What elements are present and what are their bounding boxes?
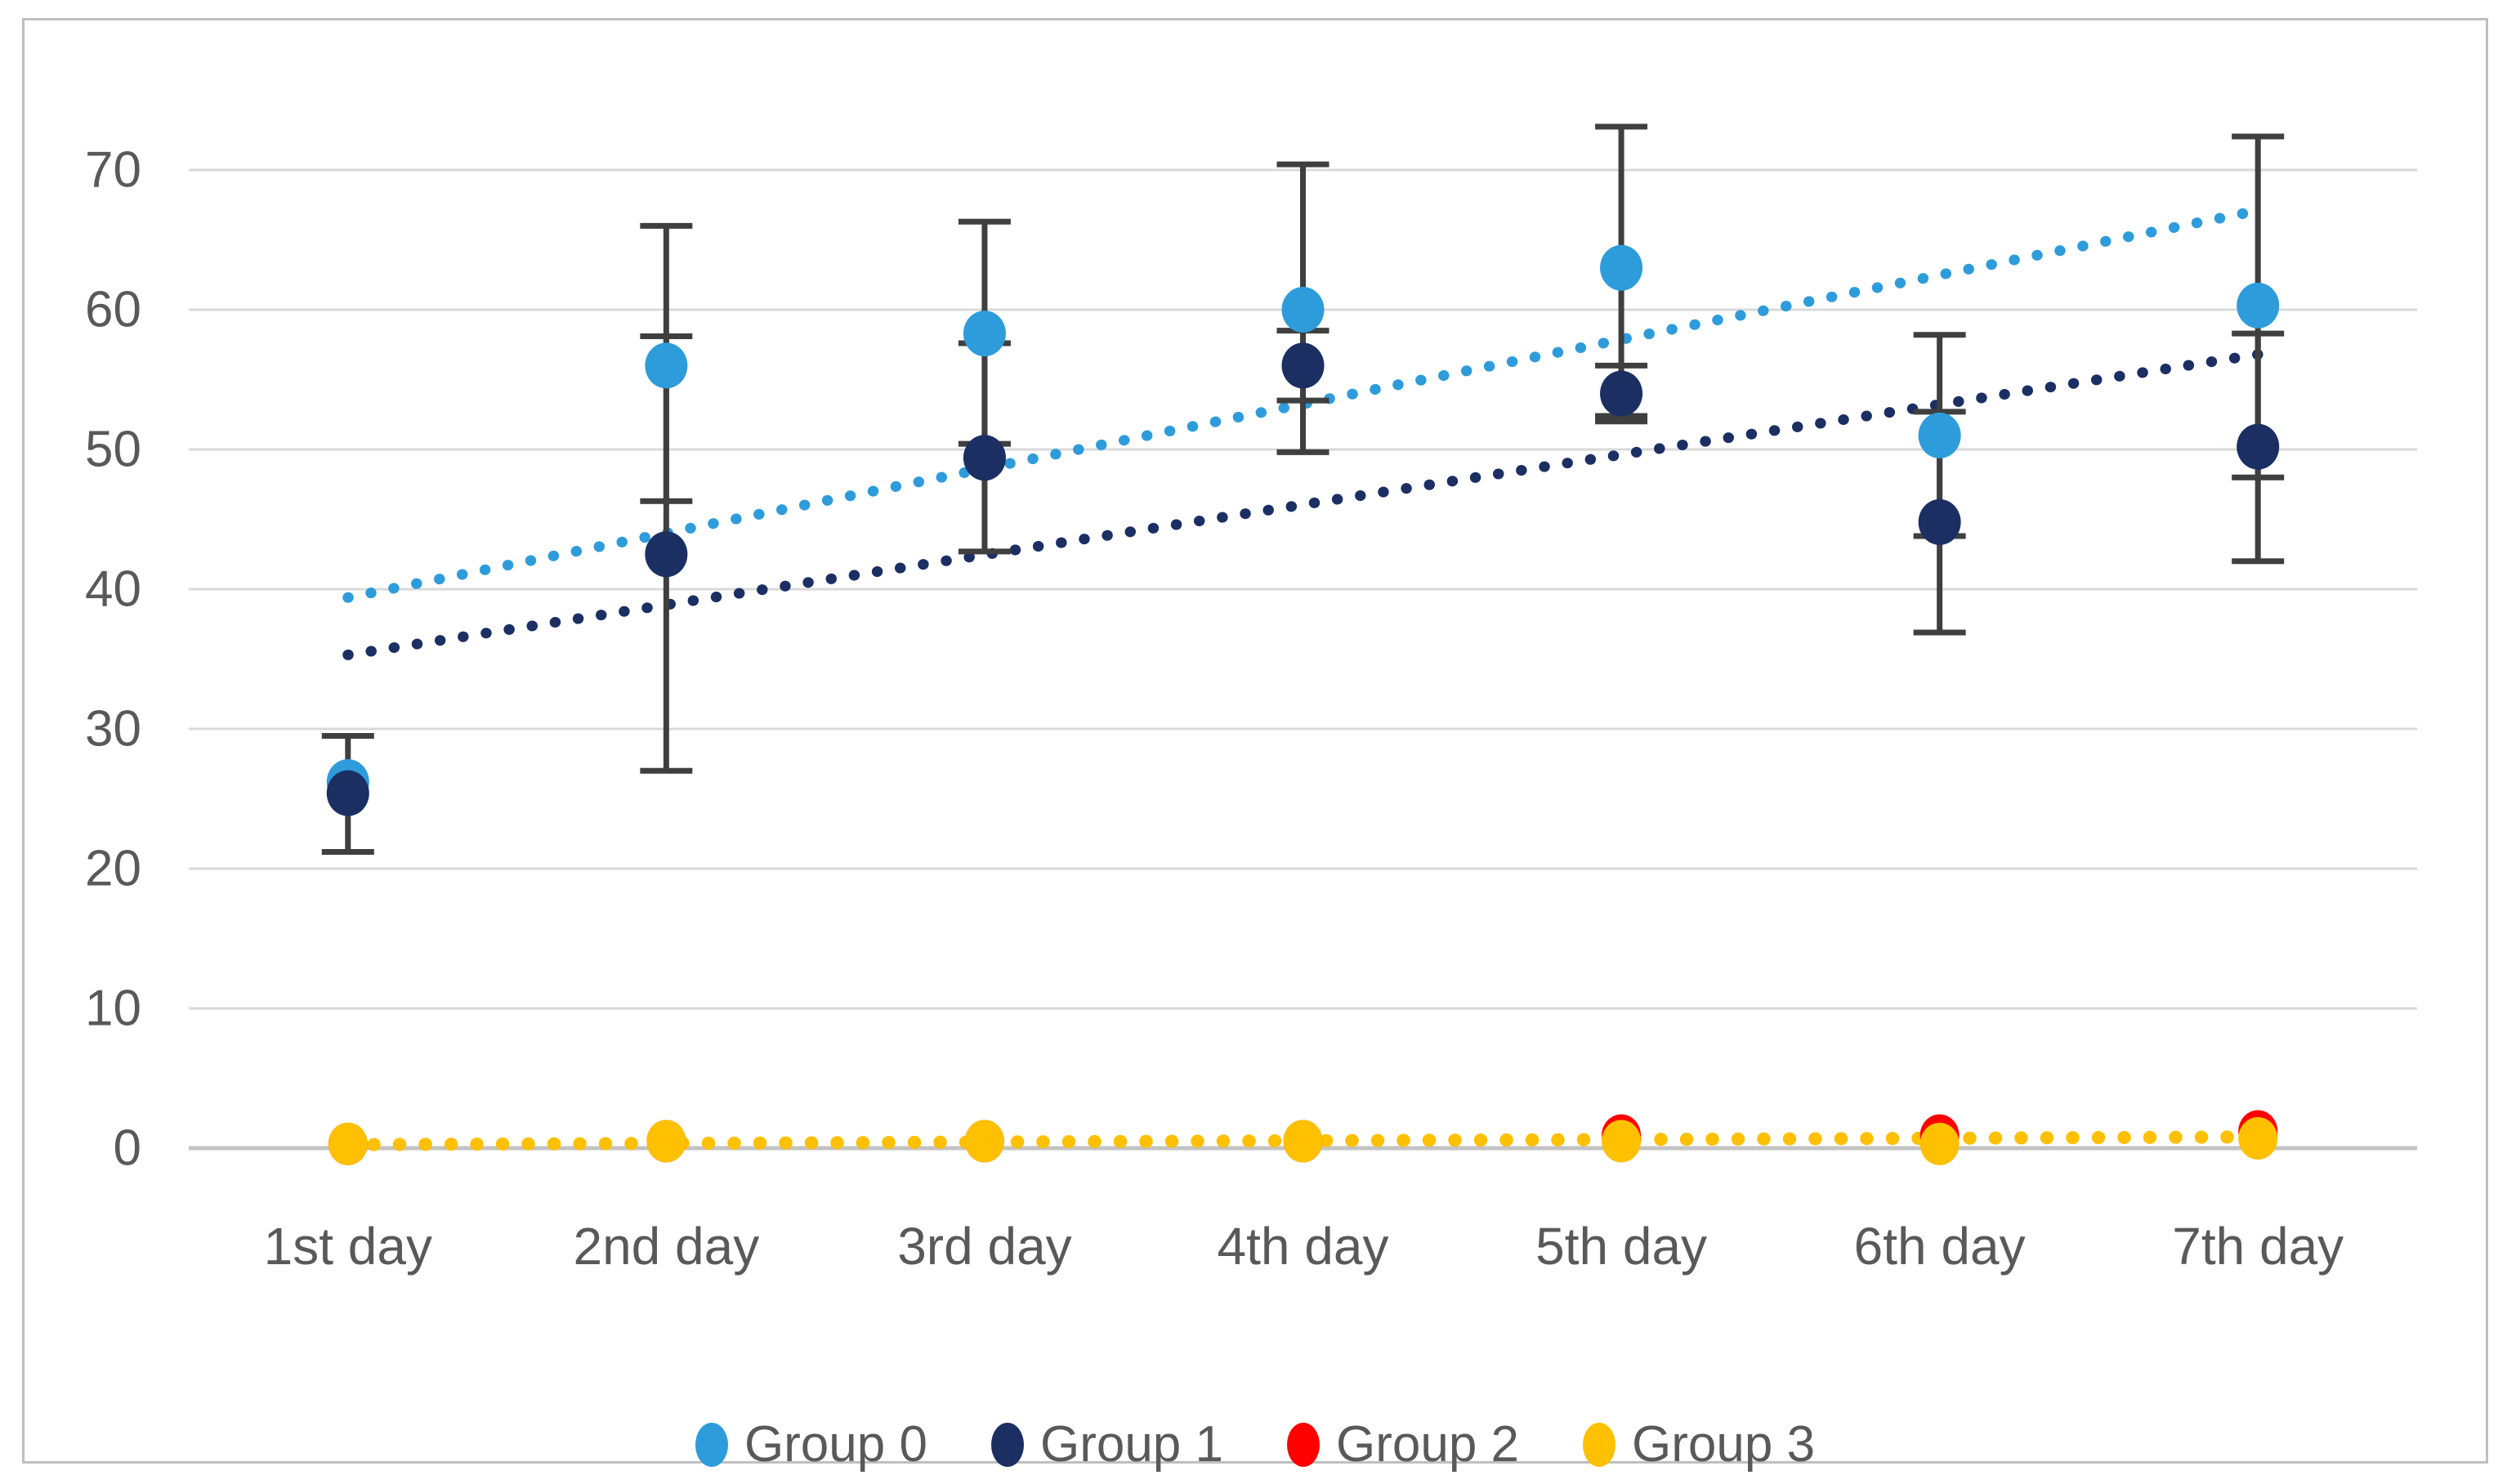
legend-item-label: Group 1: [1039, 1416, 1223, 1473]
scatter-chart-canvas: 0 10 20 30 40 50 60 70 1st day 2nd day 3rd day 4th …: [85, 123, 2417, 1276]
x-category-label: 4th day: [1218, 1217, 1389, 1276]
data-point-group3: [1919, 1122, 1960, 1165]
legend-item-group3: Group 3: [1583, 1419, 1815, 1470]
legend-marker-icon: [1583, 1423, 1616, 1467]
data-point-group1: [645, 531, 688, 578]
data-point-group0: [963, 311, 1006, 357]
chart-frame: 0 10 20 30 40 50 60 70 1st day 2nd day 3rd day 4th …: [22, 18, 2488, 1470]
legend-item-group0: Group 0: [695, 1419, 927, 1470]
data-point-group3: [1283, 1120, 1323, 1163]
legend-marker-icon: [990, 1423, 1024, 1467]
legend-marker-icon: [695, 1423, 728, 1467]
x-category-label: 3rd day: [897, 1217, 1071, 1276]
data-point-group3: [328, 1122, 368, 1165]
legend-item-group2: Group 2: [1287, 1419, 1519, 1470]
x-category-label: 7th day: [2172, 1217, 2344, 1276]
data-point-group3: [2238, 1117, 2278, 1160]
chart-legend: Group 0 Group 1 Group 2 Group 3: [25, 1419, 2486, 1470]
data-point-group1: [2237, 423, 2280, 470]
legend-marker-icon: [1287, 1423, 1320, 1467]
legend-item-label: Group 3: [1632, 1416, 1816, 1473]
legend-item-group1: Group 1: [990, 1416, 1223, 1473]
y-tick-label: 10: [85, 981, 141, 1037]
data-point-group3: [1602, 1120, 1642, 1163]
y-tick-label: 60: [85, 282, 141, 338]
data-point-group1: [1281, 342, 1325, 389]
x-category-label: 2nd day: [573, 1217, 759, 1276]
data-point-group1: [963, 435, 1006, 481]
data-point-group3: [964, 1120, 1004, 1163]
x-category-label: 6th day: [1854, 1217, 2026, 1276]
data-point-group0: [1918, 412, 1961, 458]
y-tick-label: 40: [85, 561, 141, 618]
y-tick-label: 0: [114, 1120, 141, 1177]
data-point-group0: [1600, 244, 1643, 291]
data-point-group1: [1918, 498, 1961, 545]
y-tick-label: 50: [85, 422, 141, 478]
data-point-group1: [1600, 370, 1643, 417]
data-point-group0: [1281, 287, 1325, 333]
data-point-group1: [326, 770, 369, 816]
data-point-group3: [646, 1120, 686, 1163]
data-point-group0: [2237, 282, 2280, 329]
data-point-group0: [645, 342, 688, 389]
legend-item-label: Group 2: [1336, 1416, 1520, 1473]
x-category-label: 5th day: [1535, 1217, 1707, 1276]
x-category-label: 1st day: [264, 1217, 432, 1276]
y-tick-label: 30: [85, 701, 141, 758]
y-tick-label: 20: [85, 841, 141, 897]
y-tick-label: 70: [85, 142, 141, 199]
legend-item-label: Group 0: [744, 1416, 927, 1473]
